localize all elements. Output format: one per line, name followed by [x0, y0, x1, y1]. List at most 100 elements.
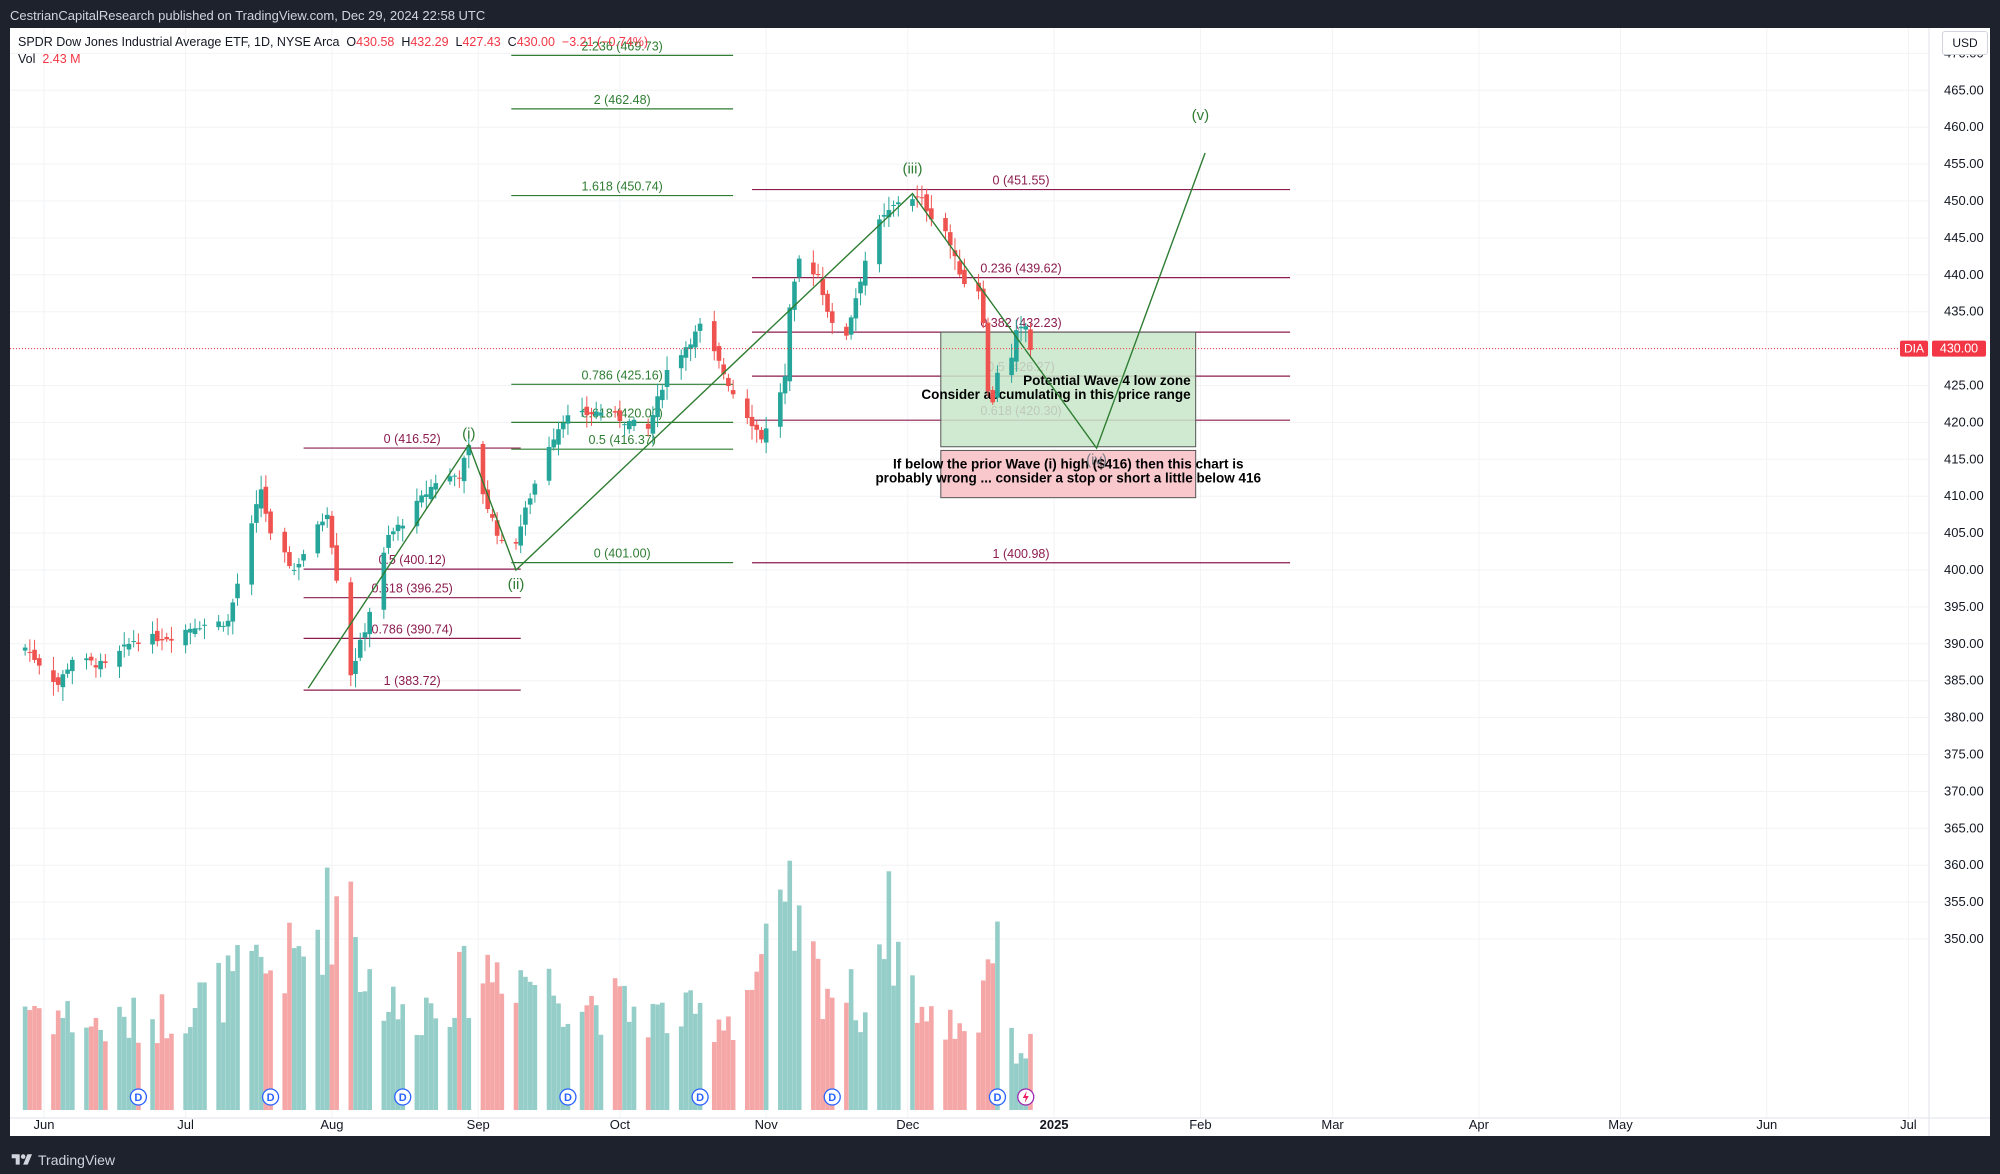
- low-value: 427.43: [462, 35, 501, 49]
- candle: [820, 266, 826, 306]
- candle-body: [565, 415, 571, 424]
- candle-body: [995, 372, 1000, 398]
- volume-bar: [688, 990, 693, 1110]
- dividend-marker[interactable]: D: [823, 1088, 841, 1106]
- volume-bar: [1023, 1058, 1029, 1110]
- volume-bar: [60, 1018, 66, 1110]
- candle-body: [678, 355, 684, 369]
- candle: [650, 406, 656, 445]
- dividend-marker[interactable]: D: [988, 1088, 1007, 1106]
- candle: [782, 363, 788, 405]
- dividend-label: D: [267, 1092, 275, 1104]
- zone-text-line: Potential Wave 4 low zone: [1023, 373, 1191, 388]
- candle-body: [598, 412, 604, 416]
- fib-level-label: 0.618 (420.00): [582, 406, 663, 420]
- y-tick-label: 365.00: [1944, 820, 1984, 835]
- candle-body: [70, 659, 75, 672]
- candle-body: [660, 389, 665, 401]
- volume-bar: [362, 991, 368, 1110]
- y-tick-label: 400.00: [1944, 562, 1984, 577]
- candle-body: [763, 428, 769, 443]
- x-tick-label: Dec: [896, 1117, 920, 1132]
- candle-body: [315, 524, 321, 554]
- candle: [853, 288, 859, 331]
- volume-bar: [589, 995, 594, 1110]
- candle: [584, 396, 590, 428]
- volume-bar: [447, 1027, 453, 1110]
- volume-bar: [929, 1006, 934, 1110]
- candle-body: [990, 390, 996, 403]
- candle-body: [103, 661, 108, 663]
- candle-body: [532, 483, 538, 495]
- volume-bar: [1018, 1053, 1024, 1110]
- candle: [815, 263, 821, 279]
- candle-body: [886, 210, 892, 218]
- candle: [726, 373, 731, 392]
- candle-body: [957, 261, 962, 275]
- volume-bar: [249, 950, 254, 1110]
- candle: [990, 386, 996, 405]
- dividend-marker[interactable]: D: [394, 1088, 412, 1106]
- price-chart[interactable]: 0 (416.52)0.5 (400.12)0.618 (396.25)0.78…: [10, 28, 1990, 1136]
- candle-body: [754, 424, 760, 430]
- candle: [296, 558, 302, 581]
- candle: [579, 397, 585, 418]
- volume-bar: [721, 1030, 726, 1110]
- y-tick-label: 415.00: [1944, 451, 1984, 466]
- dividend-circle: [559, 1088, 577, 1106]
- candle: [763, 416, 769, 454]
- y-tick-label: 435.00: [1944, 304, 1984, 319]
- candle: [230, 598, 236, 635]
- candle-body: [546, 446, 552, 481]
- candle-body: [414, 500, 420, 527]
- candle: [282, 527, 288, 563]
- candle-body: [192, 628, 198, 634]
- volume-bar: [466, 1018, 472, 1110]
- volume-bar: [150, 1019, 155, 1110]
- candle-body: [320, 521, 325, 526]
- dividend-marker[interactable]: D: [691, 1088, 709, 1106]
- candle: [546, 436, 552, 486]
- tradingview-brand: TradingView: [38, 1152, 116, 1168]
- dividend-marker[interactable]: D: [129, 1088, 148, 1106]
- chart-panel[interactable]: 0 (416.52) 0.5 (400.12) 0.618 (396.25) 0.78…: [10, 28, 1990, 1136]
- candle-body: [433, 483, 439, 490]
- y-tick-label: 420.00: [1944, 414, 1984, 429]
- dividend-marker[interactable]: D: [261, 1088, 280, 1106]
- candle: [617, 400, 623, 428]
- candle: [778, 383, 783, 438]
- warning-zone: If below the prior Wave (i) high ($416) …: [875, 449, 1262, 499]
- candle: [914, 185, 920, 208]
- zone-text-line: If below the prior Wave (i) high ($416) …: [893, 456, 1244, 471]
- candle: [235, 573, 240, 606]
- dividend-label: D: [828, 1092, 836, 1104]
- candle-body: [560, 422, 566, 430]
- candle: [622, 421, 627, 436]
- candle-body: [254, 504, 259, 523]
- candle: [749, 404, 755, 440]
- dividend-circle: [988, 1088, 1007, 1106]
- candle: [386, 525, 391, 555]
- dividend-marker[interactable]: D: [559, 1088, 577, 1106]
- volume-bar: [896, 941, 901, 1110]
- candle: [414, 488, 420, 534]
- volume-bar: [1028, 1033, 1033, 1110]
- candle: [612, 405, 618, 418]
- volume-bar: [27, 1010, 33, 1110]
- candle-body: [117, 650, 122, 667]
- axes[interactable]: 350.00 355.00 360.00 365.00 370.00 375.00 380.…: [10, 28, 1990, 1136]
- volume-bar: [51, 1034, 56, 1110]
- volume-bar: [334, 896, 339, 1110]
- candle: [664, 356, 670, 400]
- y-tick-label: 360.00: [1944, 857, 1984, 872]
- candle-body: [367, 611, 372, 635]
- candle-body: [485, 489, 490, 510]
- elliott-wave-path[interactable]: (i) (ii) (iii) (iv) (v): [307, 107, 1209, 689]
- candle: [324, 507, 330, 528]
- currency-button[interactable]: USD: [1942, 31, 1988, 55]
- candle-body: [263, 486, 269, 514]
- candle: [315, 521, 321, 558]
- candle: [334, 533, 339, 584]
